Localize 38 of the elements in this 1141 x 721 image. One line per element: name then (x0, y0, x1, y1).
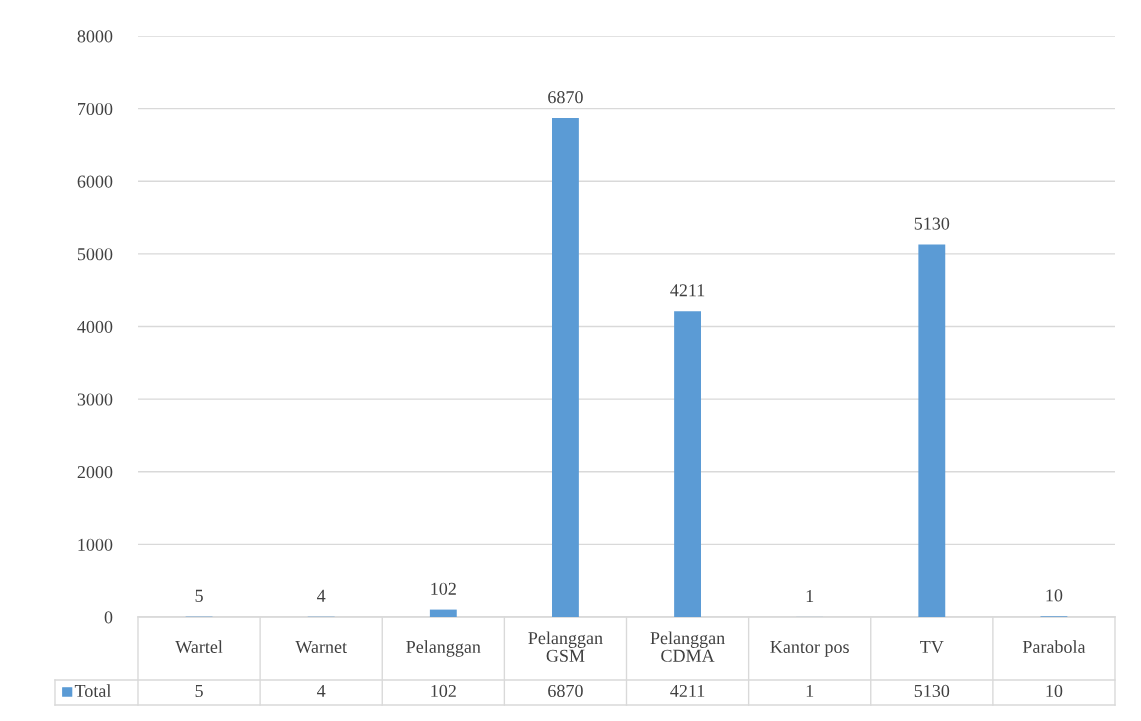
x-tick-label: Parabola (1022, 640, 1086, 654)
data-label: 5 (195, 685, 203, 698)
text: 4211 (670, 284, 705, 297)
text: 6870 (548, 91, 583, 104)
y-tick-label: 0 (104, 611, 113, 624)
text: 5130 (914, 217, 950, 230)
y-tick-label: 5000 (77, 248, 113, 261)
legend-label: Total (74, 684, 112, 698)
y-tick-label: 7000 (78, 102, 113, 116)
bar (552, 118, 579, 617)
y-tick-label: 1000 (78, 538, 113, 551)
x-tick-label: Kantor pos (770, 641, 849, 657)
text: 102 (431, 582, 456, 595)
data-label: 4 (317, 684, 326, 697)
y-tick-label: 4000 (77, 320, 113, 333)
x-tick-label: Warnet (295, 641, 347, 654)
x-tick-label: TV (920, 641, 944, 654)
data-label: 1 (806, 684, 814, 697)
bar (429, 609, 457, 617)
x-tick-label: Pelanggan GSM (528, 631, 603, 662)
y-tick-label: 8000 (77, 30, 113, 43)
x-tick-label: Pelanggan (406, 640, 481, 657)
bar (918, 244, 946, 617)
y-tick-label: 2000 (77, 466, 113, 479)
y-tick-label: 3000 (77, 393, 113, 406)
data-label: 5130 (914, 684, 950, 698)
text: 1 (806, 590, 814, 602)
text: 10 (1046, 589, 1063, 602)
x-tick-label: Wartel (175, 640, 223, 654)
data-label: 102 (431, 684, 456, 698)
data-label: 6870 (548, 684, 583, 698)
text: 4 (317, 589, 326, 602)
data-label: 4211 (670, 684, 705, 697)
y-tick-label: 6000 (77, 175, 113, 188)
bar (674, 311, 701, 617)
text: 5 (195, 589, 203, 602)
x-tick-label: Pelanggan CDMA (650, 631, 725, 662)
data-label: 10 (1046, 684, 1063, 698)
